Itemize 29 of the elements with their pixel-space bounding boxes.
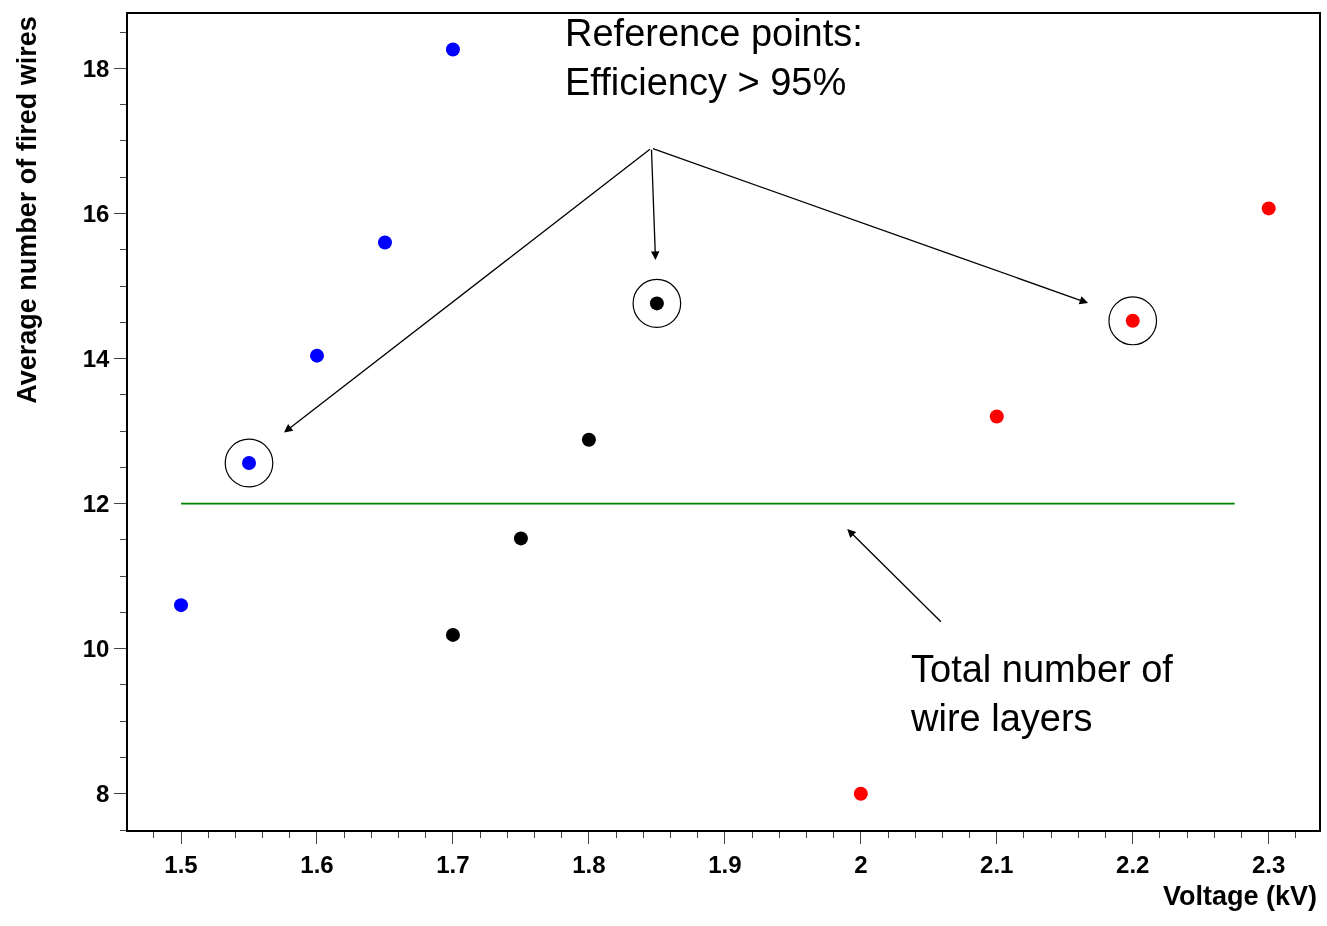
y-axis-title: Average number of fired wires bbox=[11, 16, 42, 404]
x-tick-label: 2.2 bbox=[1116, 850, 1150, 878]
point bbox=[309, 348, 324, 363]
point bbox=[513, 531, 528, 546]
point bbox=[581, 432, 596, 447]
annotation: Total number of wire layers bbox=[910, 648, 1174, 740]
y-tick-label: 18 bbox=[82, 54, 110, 82]
y-tick-label: 8 bbox=[96, 780, 110, 808]
x-tick-label: 1.6 bbox=[300, 850, 334, 878]
x-axis-title: Voltage (kV) bbox=[1163, 881, 1318, 911]
x-tick-label: 1.8 bbox=[572, 850, 606, 878]
y-tick-label: 10 bbox=[82, 635, 110, 663]
y-tick-label: 14 bbox=[82, 344, 111, 372]
y-tick-label: 12 bbox=[82, 490, 110, 517]
point bbox=[377, 235, 392, 250]
point bbox=[989, 409, 1004, 424]
point bbox=[1261, 201, 1276, 216]
x-tick-label: 1.7 bbox=[436, 850, 470, 878]
x-tick-label: 2.1 bbox=[980, 850, 1014, 878]
annotation: Reference points: Efficiency > 95% bbox=[565, 12, 863, 104]
x-tick-label: 2 bbox=[854, 850, 868, 878]
point bbox=[853, 786, 868, 801]
point bbox=[174, 598, 189, 613]
x-tick-label: 1.5 bbox=[164, 850, 198, 878]
x-tick-label: 1.9 bbox=[708, 850, 742, 878]
y-tick-label: 16 bbox=[82, 199, 110, 227]
x-tick-label: 2.3 bbox=[1252, 850, 1286, 878]
point bbox=[445, 42, 460, 57]
point bbox=[445, 627, 460, 642]
